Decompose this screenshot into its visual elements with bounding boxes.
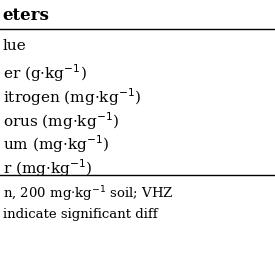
Text: itrogen (mg$\cdot$kg$^{-1}$): itrogen (mg$\cdot$kg$^{-1}$) [3, 86, 141, 108]
Text: er (g$\cdot$kg$^{-1}$): er (g$\cdot$kg$^{-1}$) [3, 63, 87, 84]
Text: orus (mg$\cdot$kg$^{-1}$): orus (mg$\cdot$kg$^{-1}$) [3, 110, 119, 132]
Text: eters: eters [3, 7, 49, 24]
Text: r (mg$\cdot$kg$^{-1}$): r (mg$\cdot$kg$^{-1}$) [3, 157, 92, 179]
Text: n, 200 mg$\cdot$kg$^{-1}$ soil; VHZ: n, 200 mg$\cdot$kg$^{-1}$ soil; VHZ [3, 184, 173, 204]
Text: lue: lue [3, 39, 26, 53]
Text: um (mg$\cdot$kg$^{-1}$): um (mg$\cdot$kg$^{-1}$) [3, 134, 109, 155]
Text: indicate significant diff: indicate significant diff [3, 208, 157, 221]
